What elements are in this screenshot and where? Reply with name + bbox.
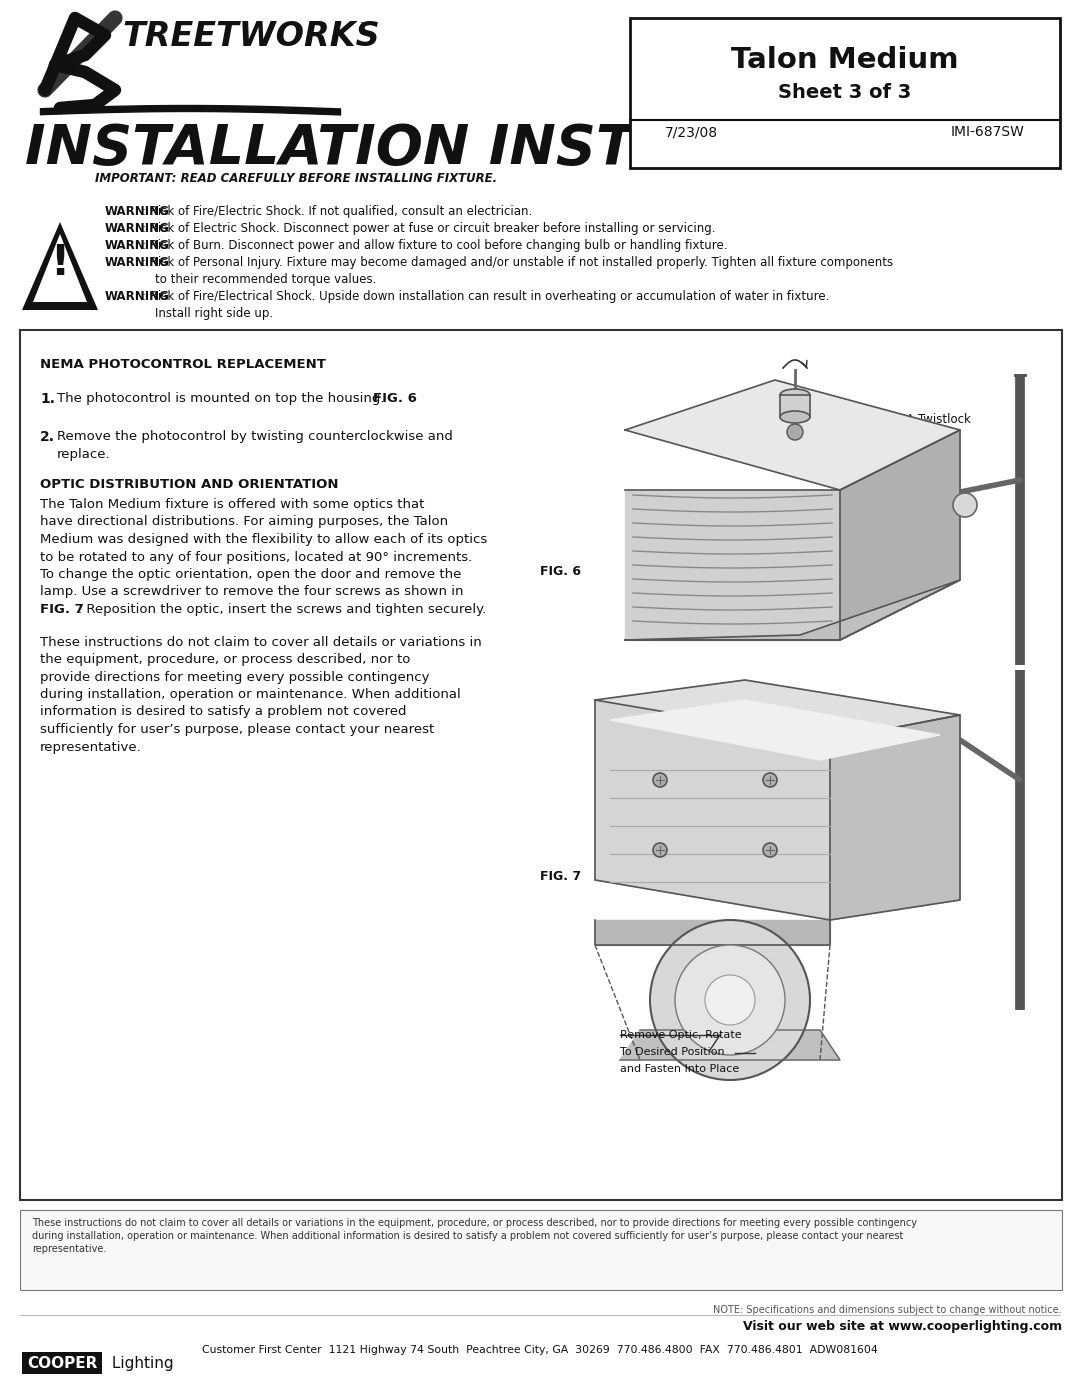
- Circle shape: [762, 773, 777, 787]
- Ellipse shape: [780, 388, 810, 401]
- Text: TREETWORKS: TREETWORKS: [122, 20, 380, 53]
- Circle shape: [653, 842, 667, 856]
- Polygon shape: [595, 680, 960, 740]
- Text: Talon Medium: Talon Medium: [731, 46, 959, 74]
- Polygon shape: [625, 490, 840, 640]
- Text: These instructions do not claim to cover all details or variations in: These instructions do not claim to cover…: [40, 636, 482, 648]
- Text: information is desired to satisfy a problem not covered: information is desired to satisfy a prob…: [40, 705, 406, 718]
- Circle shape: [762, 842, 777, 856]
- Polygon shape: [595, 700, 831, 921]
- Text: have directional distributions. For aiming purposes, the Talon: have directional distributions. For aimi…: [40, 515, 448, 528]
- Text: WARNING: WARNING: [105, 239, 170, 251]
- Text: : Risk of Personal Injury. Fixture may become damaged and/or unstable if not ins: : Risk of Personal Injury. Fixture may b…: [141, 256, 893, 270]
- Text: COOPER: COOPER: [27, 1356, 97, 1370]
- Polygon shape: [840, 430, 960, 640]
- Text: ™: ™: [357, 22, 369, 32]
- Text: Lighting: Lighting: [107, 1356, 174, 1370]
- Text: to their recommended torque values.: to their recommended torque values.: [156, 272, 376, 286]
- Text: To Desired Position: To Desired Position: [620, 1046, 725, 1058]
- Text: Remove the photocontrol by twisting counterclockwise and: Remove the photocontrol by twisting coun…: [57, 430, 453, 443]
- Circle shape: [705, 975, 755, 1025]
- Bar: [21, 330, 1062, 1200]
- Bar: [780, 395, 810, 416]
- Text: : Risk of Burn. Disconnect power and allow fixture to cool before changing bulb : : Risk of Burn. Disconnect power and all…: [141, 239, 728, 251]
- Text: provide directions for meeting every possible contingency: provide directions for meeting every pos…: [40, 671, 430, 683]
- Text: sufficiently for user’s purpose, please contact your nearest: sufficiently for user’s purpose, please …: [40, 724, 434, 736]
- Circle shape: [675, 944, 785, 1055]
- Text: Visit our web site at www.cooperlighting.com: Visit our web site at www.cooperlighting…: [743, 1320, 1062, 1333]
- Text: lamp. Use a screwdriver to remove the four screws as shown in: lamp. Use a screwdriver to remove the fo…: [40, 585, 463, 598]
- Text: WARNING: WARNING: [105, 222, 170, 235]
- Text: FIG. 6: FIG. 6: [373, 393, 417, 405]
- Text: the equipment, procedure, or process described, nor to: the equipment, procedure, or process des…: [40, 652, 410, 666]
- Text: Install right side up.: Install right side up.: [156, 307, 273, 320]
- Bar: [21, 1210, 1062, 1289]
- Text: replace.: replace.: [57, 448, 110, 461]
- Text: and Fasten Into Place: and Fasten Into Place: [620, 1065, 739, 1074]
- Circle shape: [653, 773, 667, 787]
- Circle shape: [787, 425, 804, 440]
- Text: Sheet 3 of 3: Sheet 3 of 3: [779, 82, 912, 102]
- Text: : Risk of Fire/Electrical Shock. Upside down installation can result in overheat: : Risk of Fire/Electrical Shock. Upside …: [141, 291, 829, 303]
- Text: To change the optic orientation, open the door and remove the: To change the optic orientation, open th…: [40, 569, 461, 581]
- Text: FIG. 7: FIG. 7: [540, 870, 581, 883]
- Text: IMPORTANT: READ CAREFULLY BEFORE INSTALLING FIXTURE.: IMPORTANT: READ CAREFULLY BEFORE INSTALL…: [95, 172, 497, 184]
- Text: 1.: 1.: [40, 393, 55, 407]
- Polygon shape: [595, 921, 831, 944]
- Text: Customer First Center  1121 Highway 74 South  Peachtree City, GA  30269  770.486: Customer First Center 1121 Highway 74 So…: [202, 1345, 878, 1355]
- Text: FIG. 7: FIG. 7: [40, 604, 84, 616]
- Text: Remove Optic, Rotate: Remove Optic, Rotate: [620, 1030, 742, 1039]
- Text: : Risk of Electric Shock. Disconnect power at fuse or circuit breaker before ins: : Risk of Electric Shock. Disconnect pow…: [141, 222, 715, 235]
- Text: WARNING: WARNING: [105, 291, 170, 303]
- Polygon shape: [33, 235, 87, 302]
- Text: 7/23/08: 7/23/08: [665, 124, 718, 138]
- Text: The Talon Medium fixture is offered with some optics that: The Talon Medium fixture is offered with…: [40, 497, 424, 511]
- Ellipse shape: [780, 411, 810, 423]
- Polygon shape: [610, 700, 940, 760]
- Text: NEMA Twistlock: NEMA Twistlock: [880, 414, 971, 426]
- Polygon shape: [22, 222, 98, 310]
- Bar: [630, 18, 1059, 168]
- Text: WARNING: WARNING: [105, 205, 170, 218]
- Polygon shape: [620, 1030, 840, 1060]
- Text: FIG. 6: FIG. 6: [540, 564, 581, 578]
- Text: : Risk of Fire/Electric Shock. If not qualified, consult an electrician.: : Risk of Fire/Electric Shock. If not qu…: [141, 205, 532, 218]
- Polygon shape: [625, 380, 960, 490]
- Text: INSTALLATION INSTRUCTIONS: INSTALLATION INSTRUCTIONS: [25, 122, 955, 176]
- Text: WARNING: WARNING: [105, 256, 170, 270]
- Text: . Reposition the optic, insert the screws and tighten securely.: . Reposition the optic, insert the screw…: [78, 604, 486, 616]
- Text: to be rotated to any of four positions, located at 90° increments.: to be rotated to any of four positions, …: [40, 550, 472, 563]
- Text: OPTIC DISTRIBUTION AND ORIENTATION: OPTIC DISTRIBUTION AND ORIENTATION: [40, 478, 338, 490]
- Polygon shape: [625, 580, 960, 640]
- Circle shape: [650, 921, 810, 1080]
- Text: representative.: representative.: [40, 740, 141, 753]
- Text: 2.: 2.: [40, 430, 55, 444]
- Bar: [22, 1352, 102, 1375]
- Text: Medium was designed with the flexibility to allow each of its optics: Medium was designed with the flexibility…: [40, 534, 487, 546]
- Circle shape: [953, 493, 977, 517]
- Text: The photocontrol is mounted on top the housing.: The photocontrol is mounted on top the h…: [57, 393, 384, 405]
- Text: These instructions do not claim to cover all details or variations in the equipm: These instructions do not claim to cover…: [32, 1218, 917, 1253]
- Text: Photocontrol: Photocontrol: [880, 427, 955, 441]
- Text: NEMA PHOTOCONTROL REPLACEMENT: NEMA PHOTOCONTROL REPLACEMENT: [40, 358, 326, 372]
- Text: IMI-687SW: IMI-687SW: [951, 124, 1025, 138]
- Text: !: !: [51, 242, 69, 284]
- Polygon shape: [831, 715, 960, 921]
- Text: NOTE: Specifications and dimensions subject to change without notice.: NOTE: Specifications and dimensions subj…: [714, 1305, 1062, 1315]
- Text: during installation, operation or maintenance. When additional: during installation, operation or mainte…: [40, 687, 461, 701]
